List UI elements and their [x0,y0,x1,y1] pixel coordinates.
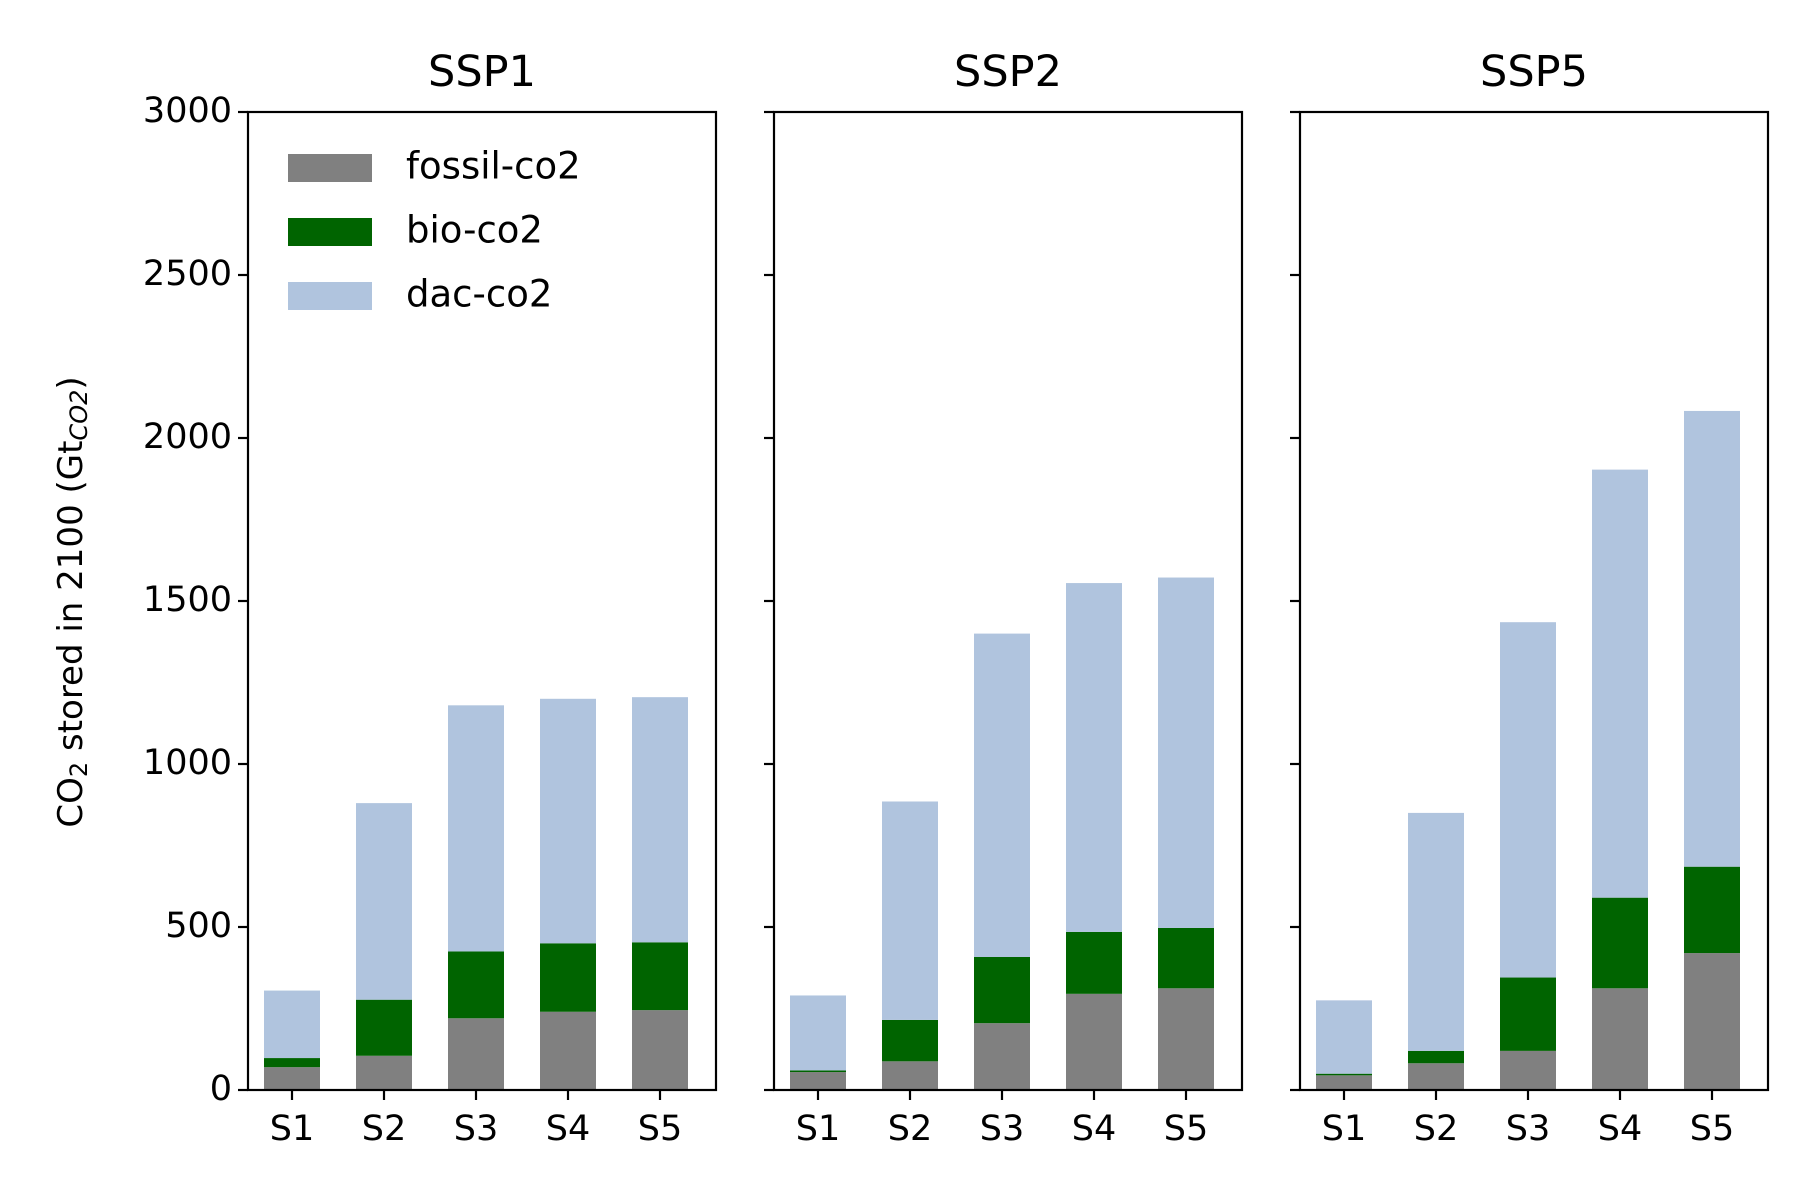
x-tick-label: S5 [1164,1109,1209,1149]
bar-fossil-co2-s1 [264,1067,320,1090]
bar-bio-co2-s3 [448,951,504,1019]
y-tick-label: 2500 [143,254,232,294]
bar-bio-co2-s1 [264,1058,320,1068]
x-tick-label: S4 [546,1109,591,1149]
bar-dac-co2-s2 [1408,812,1464,1051]
panel-ssp5: SSP5 S1 S2 S3 S4 S5 [1290,47,1770,1149]
bar-dac-co2-s5 [1684,410,1740,867]
bar-dac-co2-s5 [1158,577,1214,928]
x-tick-label: S4 [1598,1109,1643,1149]
bar-fossil-co2-s1 [790,1072,846,1090]
bar-dac-co2-s2 [882,801,938,1020]
bar-bio-co2-s1 [1316,1073,1372,1076]
bar-bio-co2-s2 [1408,1050,1464,1064]
bar-dac-co2-s3 [974,633,1030,957]
legend: fossil-co2 bio-co2 dac-co2 [288,145,581,316]
legend-label-dac-co2: dac-co2 [406,273,552,316]
y-tick-label: 2000 [143,417,232,457]
y-tick-label: 1500 [143,580,232,620]
bar-fossil-co2-s2 [882,1061,938,1090]
bar-fossil-co2-s3 [974,1023,1030,1090]
bar-bio-co2-s5 [1684,866,1740,954]
bar-bio-co2-s3 [974,956,1030,1024]
bar-fossil-co2-s2 [356,1055,412,1090]
bar-bio-co2-s4 [1066,931,1122,994]
panel-title: SSP2 [954,47,1062,97]
panel-title: SSP1 [428,47,536,97]
bar-bio-co2-s1 [790,1070,846,1073]
bar-bio-co2-s5 [632,942,688,1011]
bar-fossil-co2-s3 [1500,1050,1556,1090]
bar-bio-co2-s4 [1592,897,1648,989]
y-axis-label-middle: stored in 2100 (Gt [51,441,91,762]
bar-bio-co2-s3 [1500,977,1556,1051]
x-tick-label: S1 [796,1109,841,1149]
svg-text:CO2 stored in 2100 (GtCO2): CO2 stored in 2100 (GtCO2) [51,376,94,827]
x-tick-label: S4 [1072,1109,1117,1149]
bar-dac-co2-s5 [632,697,688,943]
bar-fossil-co2-s4 [540,1011,596,1090]
bar-fossil-co2-s5 [1684,953,1740,1090]
bar-dac-co2-s4 [1066,583,1122,932]
legend-swatch-dac-co2 [288,282,372,310]
x-tick-label: S2 [1414,1109,1459,1149]
y-axis-label-close: ) [51,376,91,389]
x-tick-label: S5 [1690,1109,1735,1149]
bar-fossil-co2-s2 [1408,1063,1464,1090]
panel-ssp2: SSP2 S1 S2 S3 S4 S5 [764,47,1244,1149]
y-tick-label: 0 [210,1069,232,1109]
bar-bio-co2-s2 [356,999,412,1056]
bar-dac-co2-s3 [1500,622,1556,978]
x-tick-label: S3 [454,1109,499,1149]
bar-dac-co2-s4 [1592,469,1648,898]
x-tick-label: S3 [980,1109,1025,1149]
y-tick-label: 1000 [143,743,232,783]
y-tick-label: 3000 [143,91,232,131]
y-axis-label: CO2 stored in 2100 (GtCO2) [51,376,94,827]
bar-fossil-co2-s4 [1592,988,1648,1090]
bar-fossil-co2-s5 [1158,988,1214,1090]
y-axis-label-unit-subscript: CO2 [65,390,93,441]
legend-swatch-bio-co2 [288,218,372,246]
bar-fossil-co2-s3 [448,1018,504,1090]
bar-fossil-co2-s4 [1066,993,1122,1090]
y-tick-label: 500 [165,906,232,946]
bar-bio-co2-s2 [882,1019,938,1062]
x-tick-label: S1 [270,1109,315,1149]
y-axis-label-subscript: 2 [65,762,93,777]
bar-dac-co2-s1 [264,990,320,1059]
x-tick-label: S5 [638,1109,683,1149]
x-tick-label: S2 [888,1109,933,1149]
x-tick-label: S1 [1322,1109,1367,1149]
panel-ssp1: SSP1 0 500 1000 1500 2000 2500 3000 S1 S2 S3 S4 S5 [143,47,718,1149]
bar-dac-co2-s3 [448,705,504,952]
bar-fossil-co2-s1 [1316,1075,1372,1090]
legend-swatch-fossil-co2 [288,154,372,182]
bar-dac-co2-s4 [540,698,596,944]
bar-dac-co2-s2 [356,803,412,1000]
x-tick-label: S3 [1506,1109,1551,1149]
x-tick-label: S2 [362,1109,407,1149]
bar-bio-co2-s5 [1158,927,1214,989]
bar-dac-co2-s1 [1316,1000,1372,1074]
legend-label-bio-co2: bio-co2 [406,209,543,252]
legend-label-fossil-co2: fossil-co2 [406,145,581,188]
bar-bio-co2-s4 [540,943,596,1012]
bar-dac-co2-s1 [790,995,846,1071]
bar-fossil-co2-s5 [632,1010,688,1090]
panel-title: SSP5 [1480,47,1588,97]
y-axis-label-main: CO [51,777,91,828]
